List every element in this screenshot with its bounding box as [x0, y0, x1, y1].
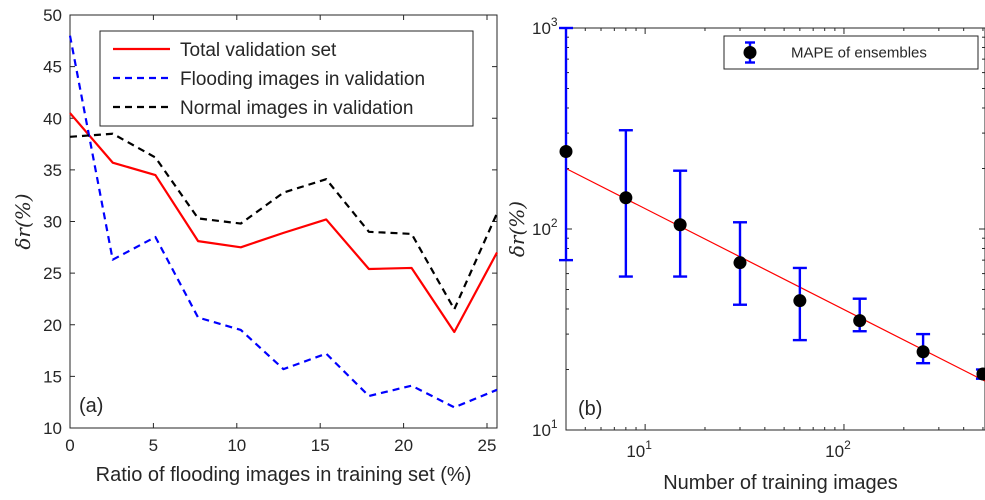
legend-label: Total validation set: [180, 40, 337, 61]
legend-marker: [743, 46, 757, 59]
legend-box: [723, 35, 979, 70]
panel-b: 101 102 101 102 103 Number of training images…: [505, 15, 985, 494]
x-tick-label: 102: [825, 438, 851, 461]
legend-label: Normal images in validation: [180, 98, 413, 119]
x-tick-label: 0: [65, 436, 74, 455]
panel-label-b: (b): [578, 398, 602, 420]
y-tick-label: 101: [532, 417, 558, 440]
data-point: [916, 345, 930, 359]
data-point: [673, 218, 687, 232]
data-point: [853, 314, 867, 328]
x-tick-label: 10: [227, 436, 246, 455]
x-axis-label: Number of training images: [663, 472, 898, 494]
x-tick-label: 25: [478, 436, 497, 455]
series-line: [69, 112, 498, 334]
y-tick-label: 35: [43, 161, 62, 180]
y-tick-label: 45: [43, 58, 62, 77]
data-point: [733, 256, 747, 270]
data-point: [793, 294, 807, 308]
data-point: [559, 144, 573, 158]
x-axis-label: Ratio of flooding images in training set…: [96, 464, 472, 486]
y-tick-label: 102: [532, 216, 558, 239]
x-tick-label: 15: [311, 436, 330, 455]
series-line: [68, 35, 498, 409]
y-tick-label: 10: [43, 419, 62, 438]
y-tick-label: 30: [43, 213, 62, 232]
y-tick-label: 103: [532, 15, 558, 38]
data-point: [976, 367, 985, 381]
plot-area-b: [565, 27, 985, 431]
x-tick-label: 5: [149, 436, 158, 455]
y-tick-label: 25: [43, 264, 62, 283]
data-point: [619, 191, 633, 205]
y-tick-label: 20: [43, 316, 62, 335]
y-tick-label: 40: [43, 109, 62, 128]
y-tick-label: 50: [43, 6, 62, 25]
legend-label: Flooding images in validation: [180, 69, 425, 90]
x-tick-label: 20: [394, 436, 413, 455]
series-line: [69, 132, 499, 311]
y-tick-label: 15: [43, 367, 62, 386]
y-axis-label: δr(%): [11, 193, 35, 249]
panel-label-a: (a): [79, 395, 103, 417]
panel-a: 0 5 10 15 20 25 10 15 20 25 30 35 40 45 50 Ratio of flo…: [11, 6, 499, 486]
y-axis-label: δr(%): [505, 201, 529, 257]
legend-label: MAPE of ensembles: [791, 45, 927, 62]
x-tick-label: 101: [626, 438, 652, 461]
fit-line: [565, 167, 985, 382]
